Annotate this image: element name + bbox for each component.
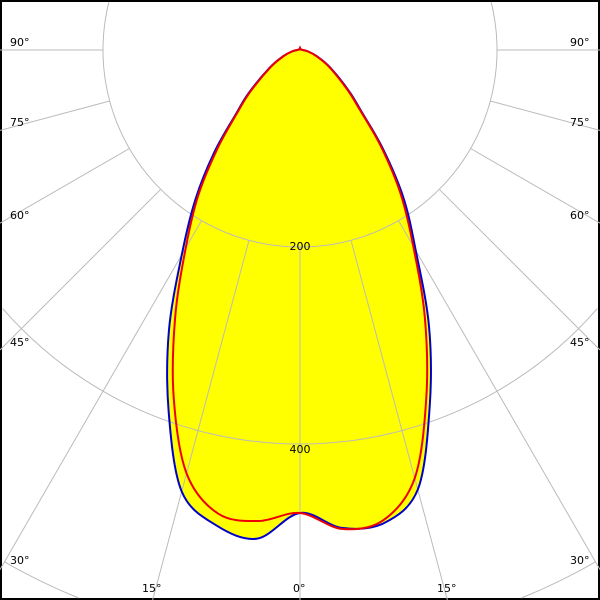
grid-radial-line — [0, 188, 162, 351]
radial-label-400: 400 — [290, 443, 311, 456]
grid-radial-line — [0, 100, 110, 131]
angle-label-right-75: 75° — [570, 116, 590, 129]
angle-label-bottom-15-right: 15° — [437, 582, 457, 595]
grid-radial-line — [438, 188, 600, 351]
grid-radial-line — [470, 148, 600, 224]
series-curve-1 — [171, 45, 429, 531]
angle-label-left-90: 90° — [10, 36, 30, 49]
grid-circle — [4, 561, 596, 599]
angle-label-right-30: 30° — [570, 554, 590, 567]
angle-label-right-45: 45° — [570, 336, 590, 349]
angle-label-left-45: 45° — [10, 336, 30, 349]
angle-label-bottom-0: 0° — [293, 582, 306, 595]
grid-radial-line — [152, 240, 250, 600]
angle-label-left-60: 60° — [10, 209, 30, 222]
radial-label-200: 200 — [290, 240, 311, 253]
angle-label-left-30: 30° — [10, 554, 30, 567]
grid-radial-line — [398, 220, 600, 570]
grid-radial-line — [0, 220, 202, 570]
angle-label-bottom-15-left: 15° — [142, 582, 162, 595]
angle-label-right-60: 60° — [570, 209, 590, 222]
grid-radial-line — [490, 100, 600, 131]
grid-radial-line — [350, 240, 448, 600]
angle-label-right-90: 90° — [570, 36, 590, 49]
grid-radial-line — [0, 148, 130, 224]
angle-label-left-75: 75° — [10, 116, 30, 129]
